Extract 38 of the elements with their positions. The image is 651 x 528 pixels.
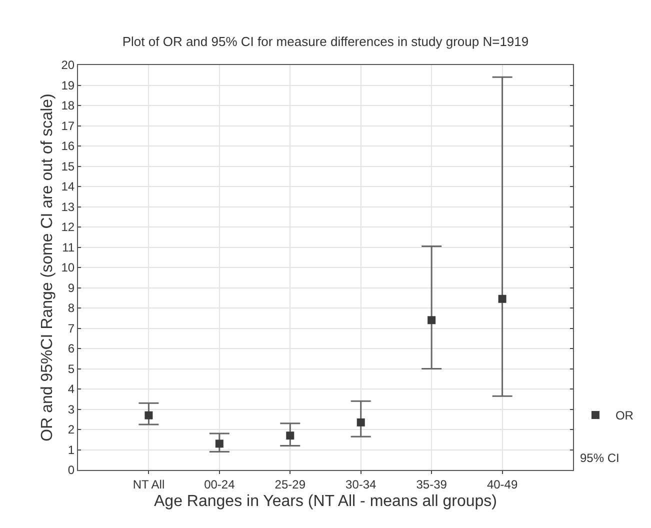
y-tick-label: 6 [68,342,75,356]
y-tick-label: 0 [68,463,75,478]
point [215,440,224,448]
y-tick-label: 18 [61,98,75,113]
y-tick-label: 10 [61,260,75,275]
legend-label: OR [615,408,634,423]
point [428,316,436,324]
y-tick-label: 16 [61,139,75,154]
y-tick-label: 1 [68,442,75,457]
y-tick-label: 4 [68,382,75,396]
x-axis-title: Age Ranges in Years (NT All - means all groups) [154,493,497,510]
y-tick-label: 20 [61,58,75,72]
point [286,432,294,440]
y-tick-label: 8 [68,301,75,316]
y-tick-label: 5 [68,362,75,376]
y-tick-label: 17 [61,118,75,133]
point [356,418,365,426]
x-tick-label: 25-29 [274,477,306,492]
y-tick-label: 12 [61,220,75,234]
point [498,294,506,303]
point [144,411,153,420]
text: 95% CI [580,451,620,465]
y-tick-label: 15 [61,159,75,174]
x-tick-label: 40-49 [486,477,518,492]
chart-title: Plot of OR and 95% CI for measure differences in study group N=1919 [122,34,529,50]
x-tick-label: 35-39 [416,477,448,492]
y-tick-label: 19 [61,78,75,92]
y-tick-label: 14 [61,180,75,194]
y-tick-label: 3 [68,402,75,416]
x-tick-label: 00-24 [204,477,236,492]
y-tick-label: 13 [61,200,75,214]
x-tick-label: NT All [132,477,165,492]
y-axis-title: OR and 95%CI Range (some CI are out of scale) [39,94,56,442]
x-tick-label: 30-34 [346,477,377,492]
y-tick-label: 2 [68,422,75,437]
y-tick-label: 11 [62,240,75,254]
y-tick-label: 7 [68,321,75,336]
y-tick-label: 9 [68,280,75,295]
